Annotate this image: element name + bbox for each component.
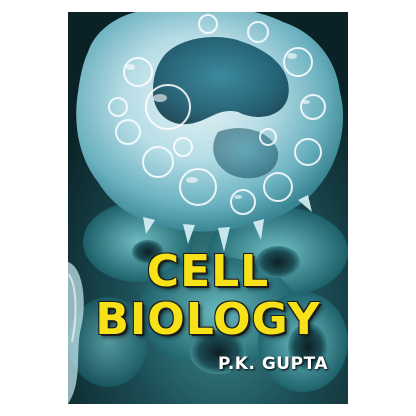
book-title-line-1: CELL [146,246,270,297]
cell-illustration [68,12,348,404]
book-cover: CELL BIOLOGY P.K. GUPTA [68,12,348,404]
book-title-line-2: BIOLOGY [95,294,321,345]
book-author: P.K. GUPTA [218,354,328,374]
white-blood-cell [76,12,344,252]
